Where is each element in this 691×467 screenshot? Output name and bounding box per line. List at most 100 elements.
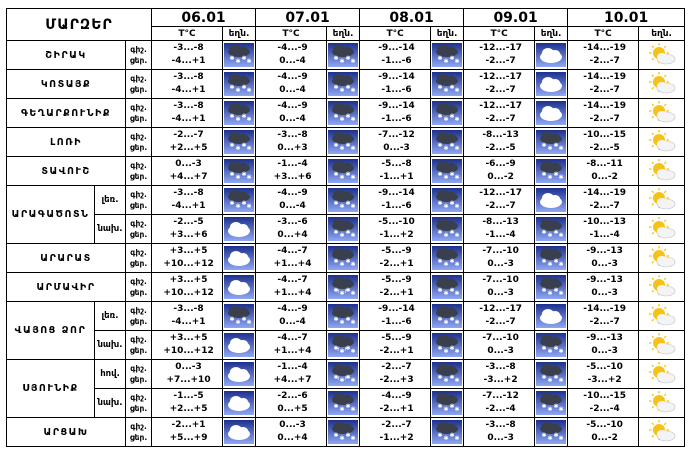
day-temperature: +1...+4 — [273, 346, 312, 356]
day-temperature: 0...-2 — [591, 172, 618, 182]
day-temperature: -2...-7 — [589, 56, 620, 66]
svg-text:✱: ✱ — [334, 200, 339, 207]
weather-icon-cell: ✱ ✱ ✱ ✱ — [534, 214, 569, 244]
day-temperature: -1...+2 — [379, 230, 414, 240]
temperature-cell: -5...-9 -2...+1 — [359, 272, 432, 302]
day-label: ցեր. — [129, 56, 148, 65]
svg-text:✱: ✱ — [346, 345, 351, 352]
cloud-icon — [536, 72, 567, 96]
snow-cloud-icon: ✱ ✱ ✱ ✱ — [432, 333, 463, 357]
temperature-cell: -2...-6 0...+5 — [255, 388, 328, 418]
day-night-labels: գիշ. ցեր. — [124, 185, 153, 215]
weather-icon-cell — [638, 359, 686, 389]
svg-text:✱: ✱ — [340, 290, 345, 297]
weather-col-header: եղն. — [638, 26, 686, 41]
svg-text:✱: ✱ — [438, 287, 443, 294]
cloud-icon — [536, 188, 567, 212]
svg-text:✱: ✱ — [444, 203, 449, 210]
night-temperature: -7...-12 — [482, 391, 519, 401]
weather-col-header: եղն. — [430, 26, 465, 41]
night-temperature: -5...-8 — [381, 159, 412, 169]
svg-text:✱: ✱ — [455, 435, 460, 442]
region-row: ՍՅՈՒՆԻՔ հով. գիշ. ցեր. 0...-3 +7...+10 -1...-4… — [6, 359, 686, 418]
svg-text:✱: ✱ — [351, 261, 356, 268]
day-temperature: -1...+1 — [379, 172, 414, 182]
day-label: ցեր. — [129, 317, 148, 326]
svg-text:✱: ✱ — [444, 145, 449, 152]
day-temperature: -4...+1 — [171, 114, 206, 124]
weather-col-header: եղն. — [326, 26, 361, 41]
day-temperature: 0...+4 — [277, 230, 308, 240]
svg-text:✱: ✱ — [455, 203, 460, 210]
day-temperature: 0...-4 — [279, 201, 306, 211]
weather-icon-cell: ✱ ✱ ✱ ✱ — [430, 330, 465, 360]
region-row: ԱՐՑԱԽ գիշ. ցեր. -2...+1 +5...+9 0...-3 0...+4 ✱… — [6, 417, 686, 447]
svg-text:✱: ✱ — [554, 287, 559, 294]
weather-icon-cell — [222, 243, 257, 273]
weather-icon-cell — [638, 127, 686, 157]
night-temperature: -4...-9 — [277, 188, 308, 198]
region-row: ԿՈՏԱՅՔ գիշ. ցեր. -3...-8 -4...+1 ✱ ✱ ✱ ✱ -4...-9 0… — [6, 69, 686, 99]
snow-cloud-icon: ✱ ✱ ✱ ✱ — [536, 420, 567, 444]
svg-text:✱: ✱ — [542, 229, 547, 236]
night-temperature: -3...-8 — [485, 420, 516, 430]
svg-text:✱: ✱ — [340, 174, 345, 181]
svg-text:✱: ✱ — [444, 406, 449, 413]
region-row: ԳԵՂԱՐՔՈՒՆԻՔ գիշ. ցեր. -3...-8 -4...+1 ✱ ✱ ✱ ✱ -4.… — [6, 98, 686, 128]
snow-cloud-icon: ✱ ✱ ✱ ✱ — [328, 188, 359, 212]
day-temperature: -1...-4 — [485, 230, 516, 240]
date-header: 07.01 — [255, 8, 361, 27]
temperature-cell: +3...+5 +10...+12 — [151, 243, 224, 273]
weather-icon-cell: ✱ ✱ ✱ ✱ — [430, 156, 465, 186]
day-temperature: -2...-7 — [589, 114, 620, 124]
svg-text:✱: ✱ — [559, 290, 564, 297]
day-night-labels: գիշ. ցեր. — [124, 98, 153, 128]
snow-cloud-icon: ✱ ✱ ✱ ✱ — [536, 246, 567, 270]
night-temperature: -4...-9 — [381, 391, 412, 401]
day-label: ցեր. — [129, 433, 148, 442]
weather-icon-cell — [638, 214, 686, 244]
day-temperature: 0...-4 — [279, 114, 306, 124]
region-row: նախ. գիշ. ցեր. +3...+5 +10...+12 -4...-7 +1...… — [7, 330, 686, 360]
subregion-label: լեռ. — [94, 301, 126, 331]
snow-cloud-icon: ✱ ✱ ✱ ✱ — [432, 159, 463, 183]
svg-text:✱: ✱ — [351, 406, 356, 413]
temperature-cell: -4...-7 +1...+4 — [255, 243, 328, 273]
day-temperature: +10...+12 — [163, 346, 214, 356]
temperature-cell: -4...-9 0...-4 — [255, 69, 328, 99]
night-temperature: -14...-19 — [583, 188, 626, 198]
day-night-labels: գիշ. ցեր. — [124, 417, 153, 447]
svg-text:✱: ✱ — [242, 113, 247, 120]
weather-icon-cell — [638, 98, 686, 128]
svg-text:✱: ✱ — [230, 142, 235, 149]
sun-cloud-icon — [640, 159, 683, 183]
svg-text:✱: ✱ — [340, 116, 345, 123]
svg-text:✱: ✱ — [346, 432, 351, 439]
svg-text:✱: ✱ — [438, 113, 443, 120]
svg-text:✱: ✱ — [554, 229, 559, 236]
temperature-cell: -12...-17 -2...-7 — [463, 185, 536, 215]
weather-icon-cell: ✱ ✱ ✱ ✱ — [430, 417, 465, 447]
temperature-cell: -4...-9 0...-4 — [255, 185, 328, 215]
svg-text:✱: ✱ — [548, 261, 553, 268]
temperature-cell: -8...-11 0...-2 — [567, 156, 640, 186]
snow-cloud-icon: ✱ ✱ ✱ ✱ — [224, 43, 255, 67]
svg-text:✱: ✱ — [444, 348, 449, 355]
day-temperature: -3...+2 — [587, 375, 622, 385]
svg-text:✱: ✱ — [236, 58, 241, 65]
night-temperature: -5...-9 — [381, 333, 412, 343]
svg-text:✱: ✱ — [455, 406, 460, 413]
weather-icon-cell: ✱ ✱ ✱ ✱ — [222, 98, 257, 128]
svg-text:✱: ✱ — [334, 287, 339, 294]
temperature-cell: -4...-9 -2...+1 — [359, 388, 432, 418]
night-label: գիշ. — [130, 393, 147, 402]
night-label: գիշ. — [130, 219, 147, 228]
snow-cloud-icon: ✱ ✱ ✱ ✱ — [224, 188, 255, 212]
temperature-cell: -14...-19 -2...-7 — [567, 301, 640, 331]
svg-text:✱: ✱ — [334, 142, 339, 149]
sun-cloud-icon — [640, 362, 683, 386]
snow-cloud-icon: ✱ ✱ ✱ ✱ — [328, 72, 359, 96]
svg-text:✱: ✱ — [230, 200, 235, 207]
day-label: ցեր. — [129, 114, 148, 123]
weather-icon-cell — [638, 330, 686, 360]
